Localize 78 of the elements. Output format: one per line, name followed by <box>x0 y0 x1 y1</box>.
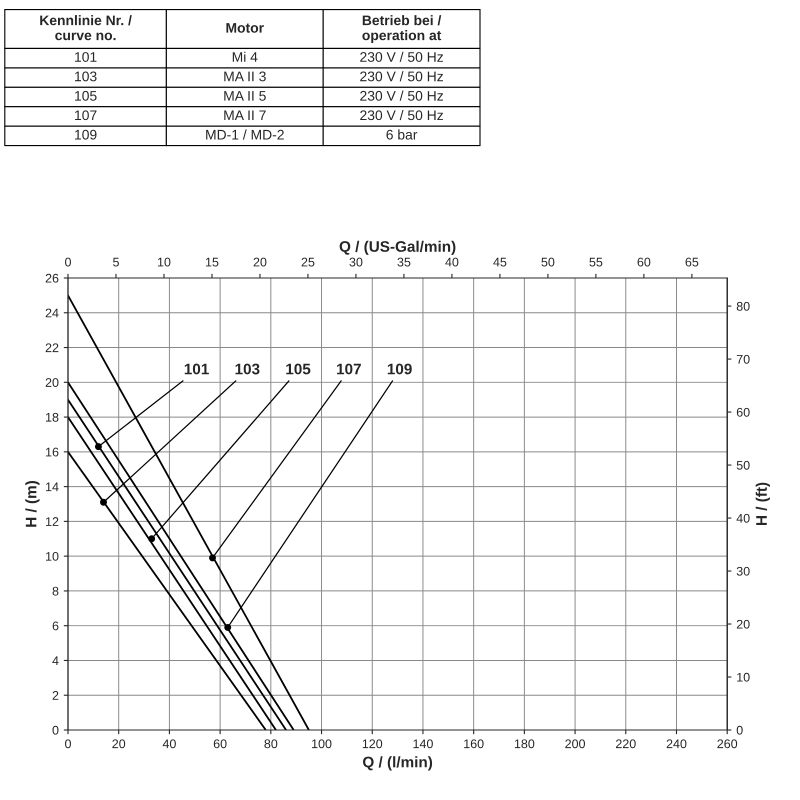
text: 101 <box>75 52 96 62</box>
x2-tick-label: 40 <box>445 258 458 266</box>
annotation: 103 <box>236 364 260 374</box>
y-axis-title: H / (m) <box>25 480 40 527</box>
y2-axis-title: H / (ft) <box>756 482 770 526</box>
y2-tick-label: 10 <box>737 672 750 682</box>
y-tick-label: 12 <box>46 517 58 526</box>
y-tick-label: 16 <box>46 448 58 456</box>
y-tick-label: 2 <box>52 691 58 700</box>
x-tick-label: 120 <box>362 739 382 748</box>
text: Kennlinie Nr. / curve no. <box>40 15 132 40</box>
text: Betrieb bei / operation at <box>362 15 442 43</box>
text: MA II 5 <box>224 91 266 101</box>
x2-tick-label: 5 <box>113 258 119 266</box>
text: Mi 4 <box>232 52 258 62</box>
text: 109 <box>75 130 97 140</box>
y-tick-label: 14 <box>46 482 59 492</box>
text: 230 V / 50 Hz <box>360 52 443 62</box>
y-tick-label: 4 <box>52 656 59 665</box>
text: 6 bar <box>386 129 418 140</box>
x-axis-title: Q / (l/min) <box>363 756 432 770</box>
x-tick-label: 60 <box>214 739 227 748</box>
text: 230 V / 50 Hz <box>360 90 443 101</box>
y-tick-label: 8 <box>52 586 58 596</box>
text: MA II 7 <box>224 110 266 120</box>
text: MD-1 / MD-2 <box>206 129 284 140</box>
y-tick-label: 6 <box>52 621 58 630</box>
x-tick-label: 260 <box>717 739 738 748</box>
x2-tick-label: 45 <box>493 258 506 266</box>
text: 107 <box>75 110 96 120</box>
x-tick-label: 180 <box>514 739 534 748</box>
y-tick-label: 24 <box>46 308 59 318</box>
x-tick-label: 140 <box>413 739 433 748</box>
x-tick-label: 240 <box>666 739 686 748</box>
text: 230 V / 50 Hz <box>360 110 443 120</box>
x-tick-label: 160 <box>464 739 484 748</box>
y-tick-label: 0 <box>52 726 58 735</box>
annotation: 101 <box>184 364 209 374</box>
y2-tick-label: 80 <box>736 302 750 311</box>
text: MA II 3 <box>224 71 266 82</box>
x2-tick-label: 10 <box>158 258 170 266</box>
x2-tick-label: 15 <box>206 258 218 266</box>
annotation: 105 <box>286 364 310 374</box>
y-tick-label: 10 <box>46 552 58 561</box>
x-tick-label: 220 <box>616 739 636 748</box>
text: Motor <box>226 23 264 33</box>
x-tick-label: 80 <box>264 739 278 748</box>
y2-tick-label: 20 <box>736 620 750 629</box>
y2-tick-label: 0 <box>736 726 743 735</box>
x-tick-label: 200 <box>565 739 586 748</box>
text: 105 <box>75 90 97 101</box>
x-tick-label: 0 <box>65 739 71 748</box>
x2-tick-label: 20 <box>254 258 266 266</box>
x-tick-label: 100 <box>312 739 332 748</box>
x2-tick-label: 30 <box>349 258 362 266</box>
y2-tick-label: 60 <box>736 408 750 417</box>
x2-tick-label: 65 <box>686 258 698 266</box>
x-tick-label: 20 <box>112 739 126 748</box>
x2-axis-title: Q / (US-Gal/min) <box>340 240 456 255</box>
x2-tick-label: 55 <box>589 258 602 266</box>
y-tick-label: 18 <box>46 412 58 422</box>
y2-tick-label: 50 <box>736 460 750 470</box>
x2-tick-label: 60 <box>638 258 650 266</box>
x2-tick-label: 50 <box>541 258 554 266</box>
x2-tick-label: 35 <box>397 258 410 266</box>
y2-tick-label: 30 <box>736 566 750 576</box>
x-tick-label: 40 <box>162 739 176 748</box>
text: 230 V / 50 Hz <box>360 71 443 82</box>
annotation: 107 <box>337 364 361 374</box>
annotation: 109 <box>388 364 412 374</box>
y-tick-label: 26 <box>46 274 58 283</box>
x2-tick-label: 25 <box>302 258 314 266</box>
y2-tick-label: 70 <box>736 354 750 364</box>
y-tick-label: 20 <box>46 378 58 387</box>
x2-tick-label: 0 <box>65 258 71 266</box>
text: 103 <box>75 71 97 82</box>
y-tick-label: 22 <box>46 343 58 352</box>
y2-tick-label: 40 <box>736 514 750 523</box>
